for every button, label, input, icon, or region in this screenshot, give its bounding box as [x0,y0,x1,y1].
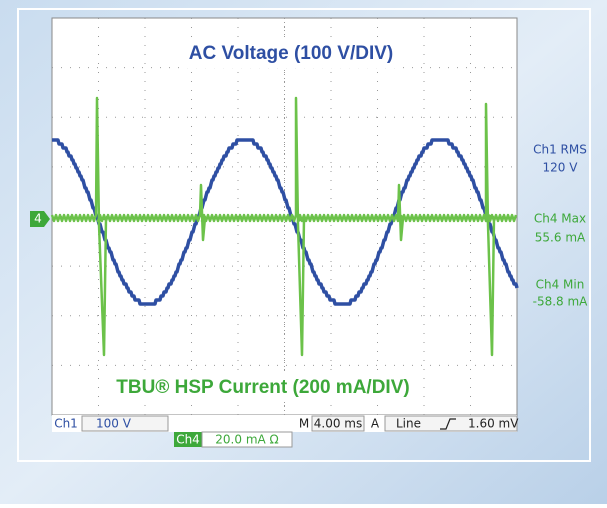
title-box [185,38,397,68]
trigger-label: A [371,417,380,431]
trigger-box [384,415,518,432]
channel-marker: 4 [34,212,42,226]
ch1-waveform [51,138,519,306]
ch4-label-box [174,432,202,447]
measurement-name: Ch4 Min [536,278,585,292]
bottom-label-box [113,372,413,402]
measurement-value: 55.6 mA [535,231,586,245]
measurement-name: Ch4 Max [534,212,586,226]
channel-marker-box [30,211,50,227]
trigger-edge-icon [440,418,456,430]
trigger-source: Line [396,417,421,431]
measurement-value: 120 V [543,161,579,175]
measurement-name: Ch1 RMS [533,143,587,157]
ch4-scale: 20.0 mA Ω [215,433,278,447]
frame [17,8,591,462]
ch1-label: Ch1 [54,417,78,431]
title: AC Voltage (100 V/DIV) [189,43,393,64]
ch1-scale: 100 V [96,417,132,431]
ch4-waveform [50,96,518,357]
bottom-label: TBU® HSP Current (200 mA/DIV) [116,377,409,398]
time-label: M [299,417,309,431]
ch4-scale-box [201,431,293,448]
time-scale: 4.00 ms [314,417,362,431]
time-scale-box [311,415,365,432]
ch1-scale-box [81,415,169,432]
trigger-level: 1.60 mV [468,417,519,431]
ch4-label: Ch4 [176,433,200,447]
measurement-value: -58.8 mA [533,295,589,309]
